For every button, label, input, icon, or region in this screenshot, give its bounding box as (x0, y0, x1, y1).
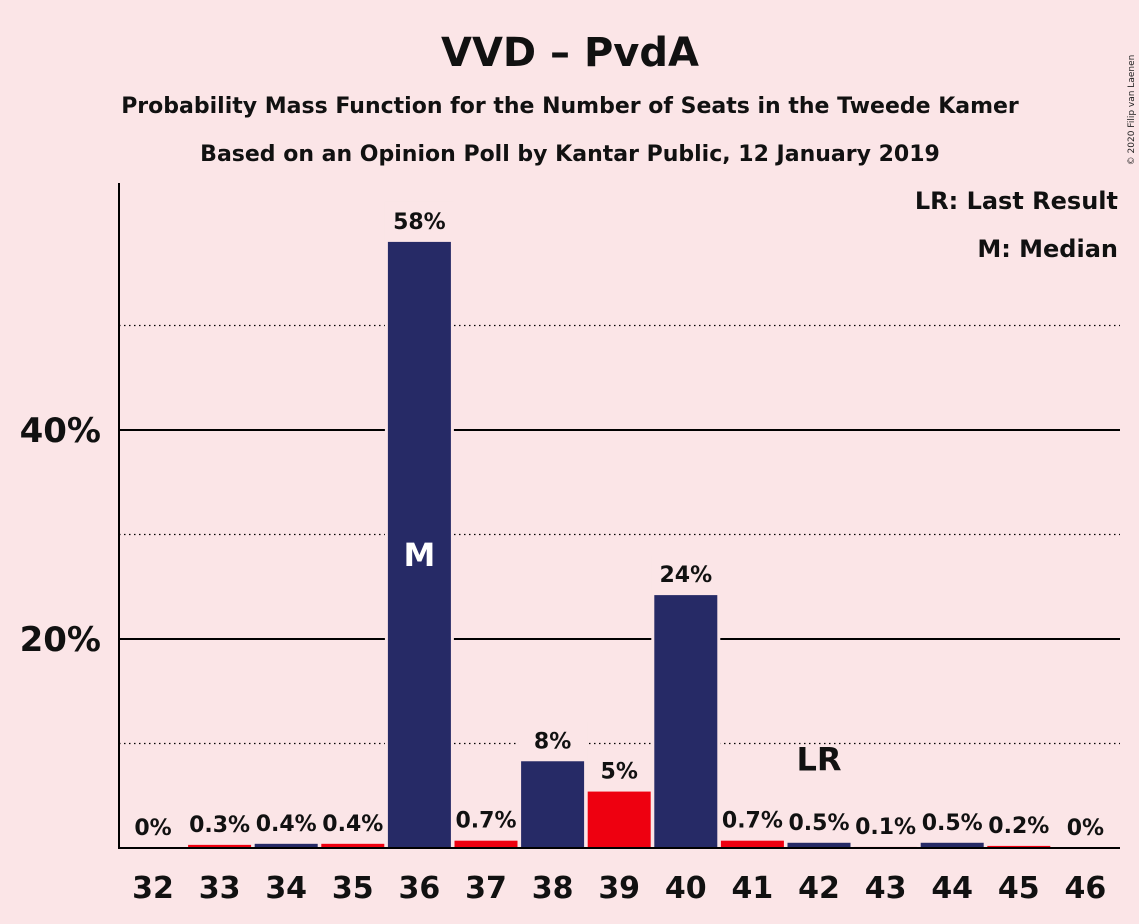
data-label-34: 0.4% (256, 812, 317, 837)
bar-33 (188, 844, 252, 848)
x-tick-label-32: 32 (132, 871, 174, 906)
data-label-32: 0% (134, 816, 171, 841)
data-label-38: 8% (534, 729, 571, 754)
x-tick-label-45: 45 (998, 871, 1040, 906)
bar-40 (654, 595, 718, 848)
x-tick-label-41: 41 (732, 871, 774, 906)
data-label-46: 0% (1067, 816, 1104, 841)
bar-38 (521, 761, 585, 848)
data-label-35: 0.4% (322, 812, 383, 837)
data-label-40: 24% (659, 563, 712, 588)
legend-median: M: Median (977, 235, 1118, 263)
chart-subtitle: Probability Mass Function for the Number… (121, 94, 1019, 119)
bar-44 (920, 842, 984, 848)
x-tick-label-38: 38 (532, 871, 574, 906)
x-tick-label-42: 42 (798, 871, 840, 906)
x-tick-label-39: 39 (598, 871, 640, 906)
x-tick-label-40: 40 (665, 871, 707, 906)
data-label-42: 0.5% (788, 811, 849, 836)
bar-34 (254, 843, 318, 848)
y-tick-label-0: 20% (20, 620, 101, 660)
bar-36 (387, 241, 451, 848)
bar-42 (787, 842, 851, 848)
x-tick-label-43: 43 (865, 871, 907, 906)
copyright-note: © 2020 Filip van Laenen (1127, 55, 1137, 166)
x-tick-label-46: 46 (1065, 871, 1107, 906)
data-label-43: 0.1% (855, 815, 916, 840)
data-label-39: 5% (601, 760, 638, 785)
data-labels: 0% 0.3% 0.4% 0.4%58%0.7%8%5%24%0.7% 0.5% 0.1%… (134, 210, 1104, 841)
chart-title: VVD – PvdA (441, 30, 699, 76)
x-tick-label-36: 36 (399, 871, 441, 906)
data-label-41: 0.7% (722, 809, 783, 834)
bar-37 (454, 840, 518, 848)
markers: M LR (403, 536, 841, 779)
chart-subtitle-poll: Based on an Opinion Poll by Kantar Publi… (200, 142, 940, 167)
x-tick-label-33: 33 (199, 871, 241, 906)
bar-45 (987, 845, 1051, 848)
data-label-33: 0.3% (189, 813, 250, 838)
bar-41 (720, 840, 784, 848)
x-tick-label-44: 44 (931, 871, 973, 906)
data-label-36: 58% (393, 210, 446, 235)
y-tick-label-1: 40% (20, 411, 101, 451)
x-tick-label-34: 34 (265, 871, 307, 906)
data-label-45: 0.2% (988, 814, 1049, 839)
x-tick-label-37: 37 (465, 871, 507, 906)
last-result-marker: LR (796, 741, 841, 779)
gridlines (119, 324, 1120, 745)
bars (188, 201, 1051, 848)
y-axis-ticks: 20% 40% (20, 411, 101, 660)
x-tick-label-35: 35 (332, 871, 374, 906)
bar-39 (587, 791, 651, 848)
bar-35 (321, 843, 385, 848)
median-marker: M (403, 536, 435, 574)
data-label-37: 0.7% (455, 809, 516, 834)
x-axis-ticks: 32 33 34 35 36 37 38 39 40 41 42 43 44 45 46 (132, 871, 1106, 906)
legend-last-result: LR: Last Result (915, 187, 1118, 215)
data-label-44: 0.5% (922, 811, 983, 836)
